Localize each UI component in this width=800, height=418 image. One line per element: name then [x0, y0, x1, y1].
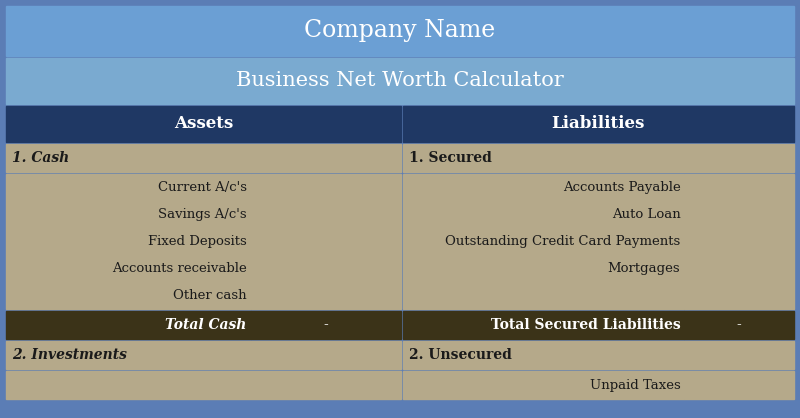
Text: Company Name: Company Name	[304, 20, 496, 43]
Text: Accounts Payable: Accounts Payable	[562, 181, 681, 194]
Text: Other cash: Other cash	[173, 289, 246, 302]
Bar	[6, 371, 401, 399]
Bar	[6, 6, 794, 56]
Text: Total Cash: Total Cash	[166, 318, 246, 332]
Text: Total Secured Liabilities: Total Secured Liabilities	[490, 318, 681, 332]
Bar	[402, 341, 794, 369]
Bar	[6, 58, 794, 104]
Text: Business Net Worth Calculator: Business Net Worth Calculator	[236, 71, 564, 91]
Bar	[402, 174, 685, 309]
Text: Savings A/c's: Savings A/c's	[158, 208, 246, 221]
Bar	[685, 311, 794, 339]
Text: -: -	[323, 318, 328, 332]
Text: Fixed Deposits: Fixed Deposits	[148, 235, 246, 248]
Text: Liabilities: Liabilities	[552, 115, 645, 133]
Bar	[402, 106, 794, 142]
Text: Current A/c's: Current A/c's	[158, 181, 246, 194]
Bar	[250, 174, 401, 309]
Text: 1. Secured: 1. Secured	[409, 151, 491, 165]
Bar	[402, 144, 794, 172]
Bar	[250, 311, 401, 339]
Text: Outstanding Credit Card Payments: Outstanding Credit Card Payments	[445, 235, 681, 248]
Text: Mortgages: Mortgages	[608, 262, 681, 275]
Bar	[6, 144, 401, 172]
Bar	[402, 311, 685, 339]
Bar	[6, 174, 250, 309]
Text: Unpaid Taxes: Unpaid Taxes	[590, 379, 681, 392]
Text: Auto Loan: Auto Loan	[612, 208, 681, 221]
Bar	[6, 341, 401, 369]
Bar	[685, 174, 794, 309]
Text: -: -	[737, 318, 742, 332]
Bar	[685, 371, 794, 399]
Text: Assets: Assets	[174, 115, 233, 133]
Bar	[402, 371, 685, 399]
Bar	[6, 311, 250, 339]
Text: 1. Cash: 1. Cash	[12, 151, 70, 165]
Text: Accounts receivable: Accounts receivable	[112, 262, 246, 275]
Bar	[6, 106, 401, 142]
Text: 2. Unsecured: 2. Unsecured	[409, 348, 511, 362]
Text: 2. Investments: 2. Investments	[12, 348, 127, 362]
